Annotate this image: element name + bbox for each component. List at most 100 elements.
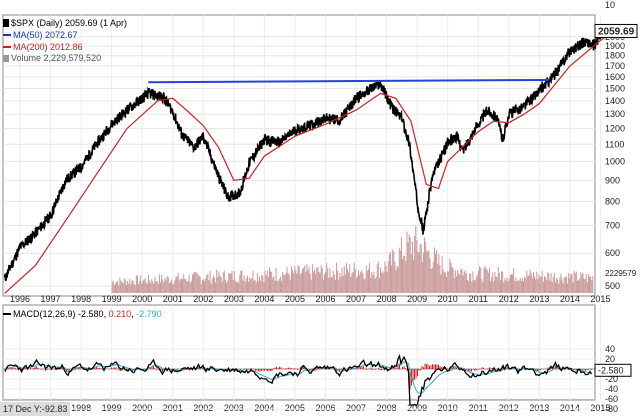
volume-bar: [485, 268, 487, 293]
volume-bar: [531, 277, 533, 293]
volume-bar: [471, 281, 473, 293]
volume-bar: [409, 237, 411, 293]
volume-bar: [195, 272, 197, 293]
volume-bar: [484, 265, 486, 293]
macd-y-tick-label: 40: [605, 344, 615, 354]
volume-bar: [191, 274, 193, 293]
volume-bar: [147, 274, 149, 293]
volume-bar: [298, 266, 300, 293]
legend-title-text: $SPX (Daily) 2059.69 (1 Apr): [11, 18, 128, 28]
volume-bar: [129, 279, 131, 293]
volume-bar: [140, 275, 142, 293]
volume-bar: [587, 273, 589, 293]
price-x-tick-label: 1997: [41, 294, 61, 304]
volume-bar: [391, 265, 393, 293]
volume-bar: [336, 262, 338, 293]
volume-bar: [389, 251, 391, 293]
volume-bar: [272, 277, 274, 293]
volume-bar: [267, 276, 269, 293]
price-x-tick-label: 2009: [407, 294, 427, 304]
volume-bar: [128, 283, 130, 293]
volume-bar: [502, 271, 504, 293]
volume-bar: [483, 268, 485, 293]
volume-bar: [429, 258, 431, 293]
volume-bar: [411, 241, 413, 293]
volume-bar: [173, 284, 175, 293]
volume-bar: [127, 280, 129, 293]
volume-bar: [172, 283, 174, 293]
volume-bar: [343, 266, 345, 293]
volume-bar: [117, 281, 119, 293]
macd-x-tick-label: 2003: [224, 403, 244, 413]
price-x-tick-label: 2015: [590, 294, 610, 304]
volume-bar: [307, 270, 309, 293]
volume-bar: [344, 274, 346, 293]
volume-bar: [569, 277, 571, 293]
volume-bar: [377, 261, 379, 293]
macd-x-tick-label: 2010: [438, 403, 458, 413]
price-y-tick-label: 1100: [605, 139, 624, 149]
volume-bar: [446, 277, 448, 293]
volume-bar: [241, 270, 243, 293]
volume-bar: [515, 277, 517, 293]
legend-volume-text: Volume 2,229,579,520: [11, 53, 102, 63]
price-x-tick-label: 2010: [438, 294, 458, 304]
volume-bar: [376, 264, 378, 293]
volume-bar: [238, 282, 240, 293]
volume-bar: [239, 275, 241, 293]
volume-bar: [403, 255, 405, 293]
volume-bar: [162, 279, 164, 293]
macd-x-tick-label: 2014: [560, 403, 580, 413]
price-x-tick-label: 2003: [224, 294, 244, 304]
volume-bar: [351, 273, 353, 293]
volume-bar: [474, 280, 476, 293]
volume-bar: [383, 272, 385, 293]
volume-bar: [562, 283, 564, 293]
volume-bar: [130, 284, 132, 293]
volume-bar: [295, 270, 297, 293]
volume-bar: [256, 272, 258, 293]
volume-bar: [294, 266, 296, 293]
volume-bar: [252, 270, 254, 293]
volume-bar: [422, 252, 424, 293]
volume-bar: [352, 271, 354, 293]
volume-bar: [509, 274, 511, 293]
volume-bar: [374, 278, 376, 293]
volume-bar: [452, 268, 454, 293]
volume-bar: [265, 275, 267, 293]
volume-bar: [486, 269, 488, 293]
volume-bar: [373, 271, 375, 293]
volume-bar: [345, 263, 347, 293]
volume-bar: [306, 264, 308, 293]
price-x-tick-label: 2007: [346, 294, 366, 304]
volume-bar: [296, 273, 298, 293]
volume-bar: [132, 280, 134, 293]
price-y-tick-label: 700: [605, 221, 620, 231]
volume-bar: [463, 271, 465, 293]
price-x-tick-label: 2000: [132, 294, 152, 304]
volume-bar: [330, 277, 332, 293]
volume-bar: [174, 279, 176, 293]
volume-bar: [558, 283, 560, 293]
volume-bar: [433, 247, 435, 293]
volume-bar: [141, 283, 143, 293]
resistance-trendline: [148, 78, 549, 84]
volume-bar: [501, 271, 503, 293]
volume-bar: [229, 273, 231, 293]
volume-bar: [250, 279, 252, 293]
volume-bar: [240, 270, 242, 293]
volume-bar: [507, 281, 509, 293]
price-y-tick-label: 1500: [605, 83, 625, 93]
volume-bar: [179, 279, 181, 293]
volume-bar: [323, 274, 325, 293]
volume-bar: [270, 270, 272, 293]
volume-bar: [160, 282, 162, 293]
volume-bar: [440, 274, 442, 293]
volume-bar: [358, 270, 360, 293]
volume-bar: [380, 267, 382, 293]
volume-bar: [338, 279, 340, 293]
macd-legend-value: -2.580: [78, 309, 104, 319]
macd-x-tick-label: 1998: [71, 403, 91, 413]
volume-bar: [221, 281, 223, 293]
